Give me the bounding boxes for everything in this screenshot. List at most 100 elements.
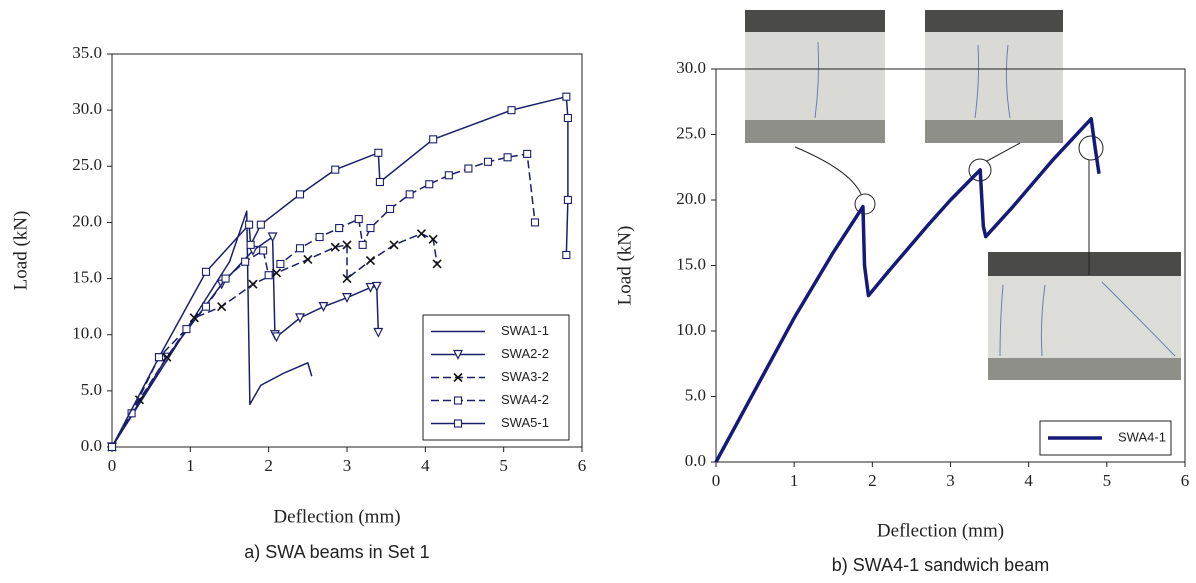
photo-band — [745, 120, 885, 143]
legend-label: SWA4-2 — [501, 392, 549, 407]
marker — [416, 229, 426, 239]
marker — [432, 259, 442, 269]
marker — [428, 234, 438, 244]
y-axis-label: Load (kN) — [614, 226, 635, 306]
legend-marker — [453, 396, 463, 405]
y-tick-label: 20.0 — [676, 189, 706, 208]
marker — [330, 242, 340, 252]
marker — [371, 281, 382, 292]
marker — [358, 240, 367, 249]
marker — [365, 282, 376, 293]
callout-circle — [1078, 135, 1104, 161]
legend-label: SWA3-2 — [501, 369, 549, 384]
series-line — [111, 210, 313, 448]
caption: a) SWA beams in Set 1 — [244, 542, 429, 562]
marker — [295, 190, 305, 199]
marker — [267, 232, 278, 243]
marker — [221, 274, 230, 283]
marker — [246, 240, 255, 249]
marker — [107, 442, 117, 452]
marker — [335, 223, 344, 233]
photos — [745, 10, 1181, 380]
series-line — [111, 236, 380, 448]
marker — [562, 92, 571, 101]
marker — [162, 352, 172, 362]
x-tick-label: 2 — [264, 456, 273, 475]
marker — [217, 302, 227, 312]
x-tick-label: 5 — [1103, 471, 1112, 490]
marker — [342, 293, 352, 304]
marker — [271, 268, 282, 278]
caption: b) SWA4-1 sandwich beam — [832, 555, 1049, 575]
marker — [271, 332, 282, 343]
photo-band — [925, 10, 1063, 32]
marker — [154, 353, 164, 362]
marker — [425, 180, 434, 189]
y-tick-label: 30.0 — [676, 58, 706, 77]
legend-label: SWA5-1 — [501, 415, 549, 430]
x-tick-label: 6 — [578, 456, 587, 475]
y-tick-label: 35.0 — [72, 43, 102, 62]
marker — [256, 220, 265, 229]
marker — [373, 327, 384, 338]
marker — [386, 204, 395, 214]
marker — [295, 244, 305, 253]
x-axis-label: Deflection (mm) — [273, 506, 400, 527]
series-line — [111, 95, 569, 448]
marker — [375, 177, 384, 187]
marker — [366, 223, 375, 233]
legend-label: SWA2-2 — [501, 346, 549, 361]
marker — [248, 279, 258, 289]
y-tick-label: 0.0 — [81, 436, 102, 455]
x-tick-label: 1 — [186, 456, 195, 475]
marker — [365, 256, 376, 266]
marker — [201, 267, 211, 276]
y-tick-label: 25.0 — [72, 155, 102, 174]
marker — [315, 232, 324, 242]
marker — [295, 313, 305, 324]
x-tick-label: 4 — [1024, 471, 1033, 490]
marker — [241, 257, 250, 266]
y-tick-label: 15.0 — [676, 254, 706, 273]
marker — [503, 153, 512, 162]
photo-band — [988, 358, 1181, 380]
photo-band — [925, 120, 1063, 143]
marker — [201, 302, 211, 311]
marker — [562, 250, 571, 260]
marker — [189, 313, 199, 323]
legend-label: SWA4-1 — [1118, 429, 1166, 444]
y-tick-label: 10.0 — [676, 320, 706, 339]
marker — [303, 254, 313, 265]
marker — [245, 220, 254, 229]
marker — [342, 274, 352, 284]
x-tick-label: 2 — [868, 471, 877, 490]
x-tick-label: 4 — [421, 456, 430, 475]
y-tick-label: 25.0 — [676, 123, 706, 142]
marker — [389, 240, 399, 250]
marker — [405, 190, 414, 199]
x-tick-label: 0 — [108, 456, 117, 475]
y-tick-label: 30.0 — [72, 99, 102, 118]
marker — [563, 113, 572, 123]
y-axis-label: Load (kN) — [10, 211, 31, 291]
marker — [530, 218, 540, 227]
x-tick-label: 6 — [1181, 471, 1190, 490]
y-tick-label: 0.0 — [685, 451, 706, 470]
legend-marker — [453, 419, 463, 428]
marker — [523, 149, 532, 158]
leader-line — [986, 142, 1021, 162]
crack — [814, 41, 820, 119]
x-tick-label: 3 — [343, 456, 352, 475]
marker — [429, 135, 438, 144]
legend-marker — [453, 349, 463, 360]
y-tick-label: 10.0 — [72, 324, 102, 343]
marker — [464, 164, 473, 173]
y-tick-label: 15.0 — [72, 267, 102, 286]
marker — [354, 215, 363, 224]
marker — [276, 259, 285, 269]
y-tick-label: 5.0 — [81, 380, 102, 399]
callout-circle — [854, 193, 876, 215]
marker — [318, 302, 329, 312]
crack — [974, 44, 1011, 119]
marker — [563, 195, 572, 205]
